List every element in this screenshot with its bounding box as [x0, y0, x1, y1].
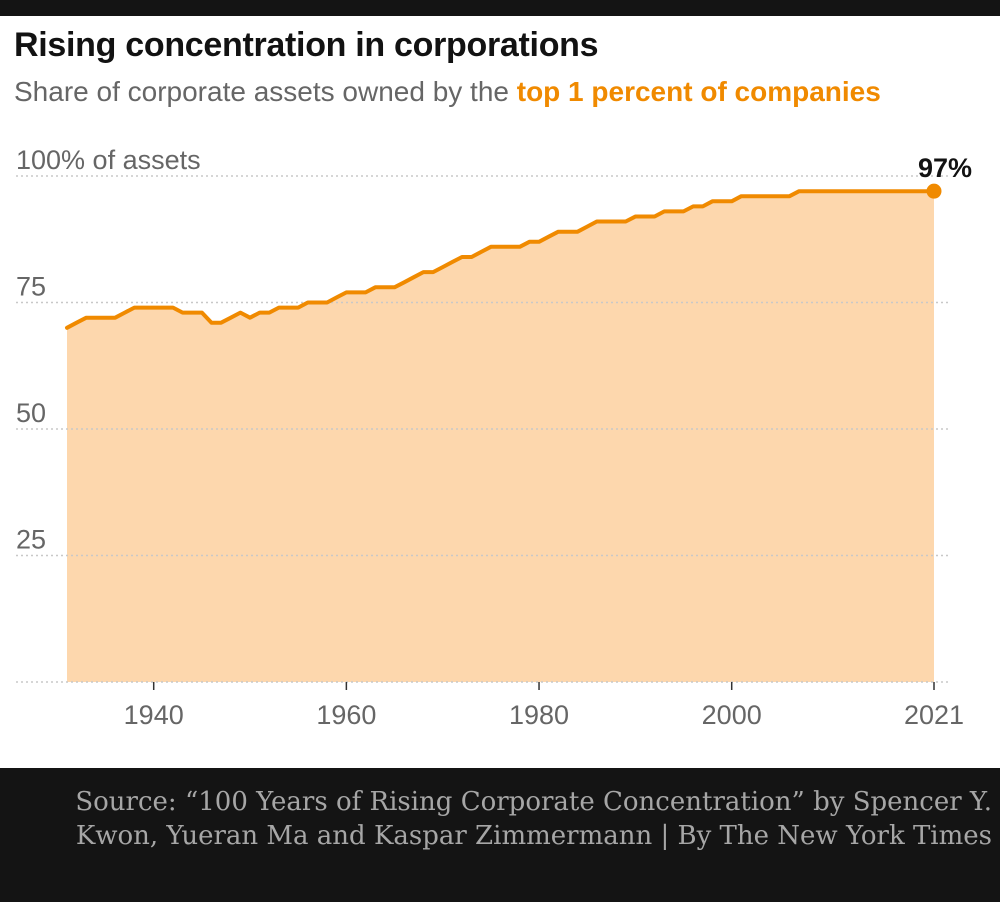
- source-footer: Source: “100 Years of Rising Corporate C…: [75, 787, 992, 851]
- y-tick-label-75: 75: [16, 272, 46, 302]
- end-value-label: 97%: [918, 153, 972, 183]
- x-tick-label-1940: 1940: [124, 700, 184, 730]
- area-chart: 100% of assets 75 50 25 1940 1960 1980 2000 2021…: [16, 145, 972, 730]
- y-tick-label-25: 25: [16, 525, 46, 555]
- subtitle-highlight: top 1 percent of companies: [516, 76, 881, 107]
- y-tick-label-50: 50: [16, 398, 46, 428]
- chart-card: Rising concentration in corporations Sha…: [0, 16, 1000, 768]
- x-tick-label-1960: 1960: [316, 700, 376, 730]
- y-tick-label-100: 100% of assets: [16, 145, 201, 175]
- chart-title: Rising concentration in corporations: [14, 26, 599, 64]
- x-tick-label-2000: 2000: [702, 700, 762, 730]
- x-tick-label-1980: 1980: [509, 700, 569, 730]
- area-fill: [67, 191, 934, 682]
- end-point-marker: [926, 183, 942, 199]
- x-tick-label-2021: 2021: [904, 700, 964, 730]
- chart-subtitle: Share of corporate assets owned by the t…: [14, 76, 881, 108]
- subtitle-prefix: Share of corporate assets owned by the: [14, 76, 517, 107]
- series-line: [65, 189, 936, 330]
